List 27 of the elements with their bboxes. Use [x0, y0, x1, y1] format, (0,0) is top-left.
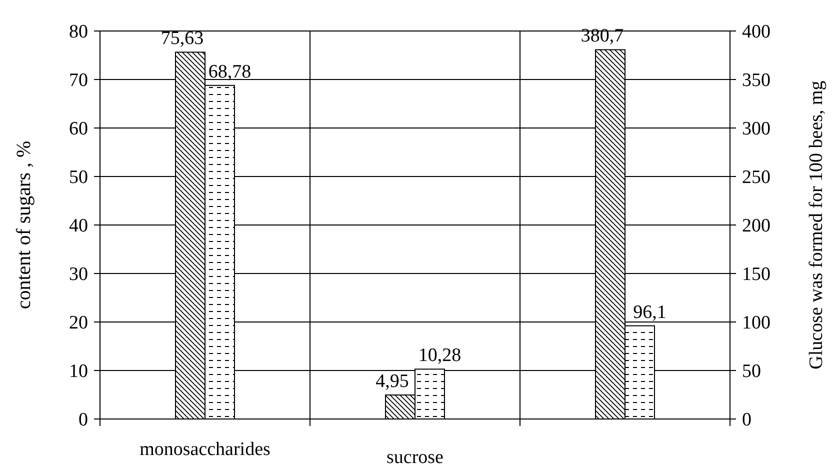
- x-tick-label: monosaccharides: [140, 439, 270, 460]
- y2-tick-label: 150: [742, 264, 770, 286]
- y2-tick-label: 350: [742, 70, 770, 92]
- y-tick-label: 10: [69, 361, 88, 382]
- data-label: 96,1: [633, 302, 666, 323]
- y2-axis-title: Glucose was formed for 100 bees, mg: [806, 80, 827, 370]
- y-tick-label: 50: [69, 167, 88, 188]
- data-label: 75,63: [160, 28, 204, 50]
- y-tick-label: 30: [69, 264, 88, 286]
- y2-tick-label: 200: [742, 216, 770, 237]
- x-tick-label: sucrose: [386, 447, 444, 468]
- data-label: 10,28: [418, 345, 462, 366]
- y-tick-label: 20: [69, 312, 88, 334]
- y2-tick-label: 0: [742, 410, 752, 431]
- y-tick-label: 70: [69, 70, 88, 92]
- y2-tick-label: 50: [742, 361, 761, 382]
- data-label: 4,95: [376, 370, 409, 392]
- y-tick-label: 0: [78, 410, 88, 431]
- y2-tick-label: 100: [742, 312, 770, 334]
- y2-tick-label: 250: [742, 167, 770, 188]
- data-label: 68,78: [208, 61, 252, 82]
- y-tick-label: 60: [69, 118, 88, 140]
- y-tick-label: 40: [69, 216, 88, 237]
- y2-tick-label: 400: [742, 22, 770, 43]
- y-tick-label: 80: [69, 22, 88, 43]
- y-axis-title: content of sugars , %: [13, 140, 35, 310]
- y2-tick-label: 300: [742, 118, 770, 140]
